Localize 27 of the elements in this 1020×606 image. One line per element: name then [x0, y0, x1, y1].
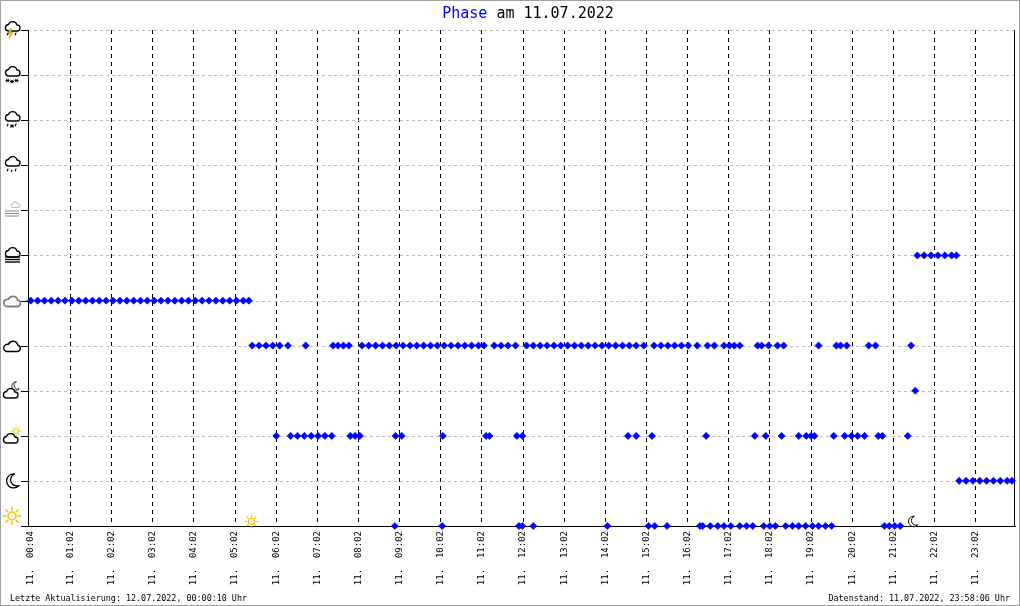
x-tick-label: 11. 23:02	[969, 531, 980, 586]
x-tick-label: 11. 15:02	[640, 531, 651, 586]
x-tick-label: 11. 20:02	[846, 531, 857, 586]
x-tick-label: 11. 16:02	[681, 531, 692, 586]
chart-title: Phase am 11.07.2022	[442, 4, 614, 22]
x-tick-label: 11. 11:02	[476, 531, 487, 586]
x-tick-label: 11. 19:02	[805, 531, 816, 586]
x-tick-label: 11. 18:02	[764, 531, 775, 586]
x-tick-label: 11. 03:02	[147, 531, 158, 586]
text: Datenstand: 11.07.2022, 23:58:06 Uhr	[828, 593, 1010, 604]
x-tick-label: 11. 02:02	[106, 531, 116, 586]
x-tick-label: 11. 09:02	[393, 531, 404, 586]
x-tick-label: 11. 22:02	[928, 531, 939, 586]
x-tick-label: 11. 13:02	[558, 531, 569, 586]
x-tick-label: 11. 21:02	[887, 531, 898, 586]
x-tick-label: 11. 01:02	[64, 531, 75, 586]
x-tick-label: 11. 14:02	[599, 531, 610, 586]
x-tick-label: 11. 08:02	[352, 531, 363, 586]
x-tick-label: 11. 17:02	[723, 531, 734, 586]
x-tick-label: 11. 07:02	[311, 531, 322, 586]
x-tick-label: 11. 04:02	[188, 531, 199, 586]
x-tick-label: 11. 06:02	[270, 531, 281, 586]
x-tick-label: 11. 05:02	[229, 531, 240, 586]
x-tick-label: 11. 00:04	[25, 531, 36, 586]
x-tick-label: 11. 10:02	[435, 531, 446, 586]
x-tick-label: 11. 12:02	[517, 531, 528, 586]
text: Letzte Aktualisierung: 12.07.2022, 00:00:10 Uhr	[10, 593, 247, 604]
